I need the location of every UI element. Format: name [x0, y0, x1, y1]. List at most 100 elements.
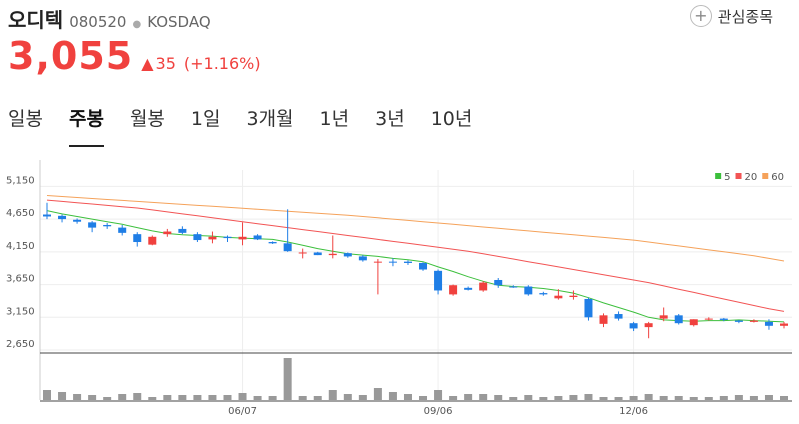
candle-body [419, 262, 428, 270]
period-tab[interactable]: 3개월 [246, 108, 294, 130]
period-tab[interactable]: 3년 [375, 108, 405, 130]
volume-bar [148, 397, 157, 400]
volume-bar [584, 394, 593, 400]
volume-bar [689, 397, 698, 400]
volume-bar [103, 397, 112, 400]
ma-line [46, 195, 785, 262]
volume-bar [704, 397, 713, 400]
volume-bar [734, 395, 743, 400]
volume-bar [449, 396, 458, 400]
candle-body [163, 231, 172, 235]
volume-bar [629, 396, 638, 400]
candle-body [629, 323, 638, 329]
change-arrow: ▲ [141, 54, 154, 73]
volume-bar [554, 396, 563, 400]
candle-body [268, 242, 277, 244]
candle-body [358, 256, 367, 261]
volume-bar [403, 394, 412, 400]
volume-bar [539, 397, 548, 400]
volume-bar [494, 395, 503, 400]
candle-body [223, 236, 232, 239]
x-tick-label: 09/06 [424, 406, 453, 417]
volume-bar [43, 390, 51, 400]
period-tab[interactable]: 1년 [319, 108, 350, 130]
candle-body [719, 318, 728, 320]
candle-body [674, 315, 683, 324]
plus-icon: + [689, 5, 712, 27]
candle-body [103, 224, 112, 227]
candle-body [283, 243, 292, 252]
period-tab[interactable]: 주봉 [68, 104, 104, 147]
candle-body [148, 236, 157, 245]
candle-body [704, 318, 713, 320]
volume-bar [223, 395, 232, 400]
legend-swatch [715, 173, 722, 179]
market: KOSDAQ [147, 13, 211, 31]
candle-body [689, 319, 698, 326]
volume-bar [58, 392, 67, 400]
volume-bar [388, 392, 397, 400]
candle-body [88, 222, 97, 228]
y-tick-label: 4,650 [6, 208, 35, 219]
volume-bar [253, 396, 262, 400]
change-pct: (+1.16%) [183, 54, 261, 73]
period-tab[interactable]: 10년 [430, 108, 473, 130]
legend-label: 60 [771, 172, 784, 183]
candle-body [43, 214, 51, 217]
legend-label: 20 [745, 172, 758, 183]
volume-bar [764, 395, 773, 400]
volume-bar [509, 397, 518, 400]
volume-bar [599, 397, 608, 400]
candle-body [118, 227, 127, 233]
candle-body [58, 215, 67, 220]
favorite-button[interactable]: + 관심종목 [689, 5, 773, 27]
period-tab[interactable]: 일봉 [8, 108, 43, 130]
ma-line [46, 210, 785, 323]
volume-bar [479, 394, 488, 400]
y-tick-label: 3,650 [6, 274, 35, 285]
volume-bar [434, 390, 443, 400]
volume-bar [569, 395, 578, 400]
price-row: 3,055 ▲ 35 (+1.16%) [8, 34, 261, 78]
volume-bar [298, 396, 307, 400]
candle-body [449, 285, 458, 295]
volume-bar [88, 395, 97, 400]
x-tick-label: 12/06 [619, 406, 648, 417]
candle-body [193, 234, 202, 241]
period-tab[interactable]: 월봉 [129, 108, 165, 130]
candle-body [524, 286, 533, 295]
legend-swatch [762, 173, 769, 179]
volume-bar [373, 388, 382, 400]
stock-header: 오디텍 080520 ● KOSDAQ [8, 4, 211, 33]
volume-bar [163, 395, 172, 400]
y-tick-label: 2,650 [6, 339, 35, 350]
volume-bar [644, 394, 653, 400]
candle-body [133, 234, 142, 243]
volume-bar [193, 395, 202, 400]
stock-code: 080520 [69, 13, 127, 31]
candle-body [388, 261, 397, 263]
volume-bar [524, 395, 533, 400]
candle-body [584, 298, 593, 318]
volume-bar [419, 396, 428, 400]
candle-body [373, 261, 382, 263]
period-tab[interactable]: 1일 [190, 108, 221, 130]
candle-body [238, 236, 247, 240]
candle-body [73, 219, 82, 222]
candle-body [208, 236, 217, 240]
volume-bar [328, 390, 337, 400]
y-tick-label: 5,150 [6, 175, 35, 186]
candle-body [403, 261, 412, 263]
candle-body [479, 282, 488, 291]
volume-bar [118, 394, 127, 400]
stock-name: 오디텍 [8, 8, 64, 32]
y-tick-label: 3,150 [6, 306, 35, 317]
candle-body [734, 320, 743, 322]
candle-body [328, 253, 337, 256]
candle-body [554, 295, 563, 299]
candle-body [509, 286, 518, 288]
favorite-label: 관심종목 [717, 7, 773, 26]
ma-line [46, 199, 785, 312]
